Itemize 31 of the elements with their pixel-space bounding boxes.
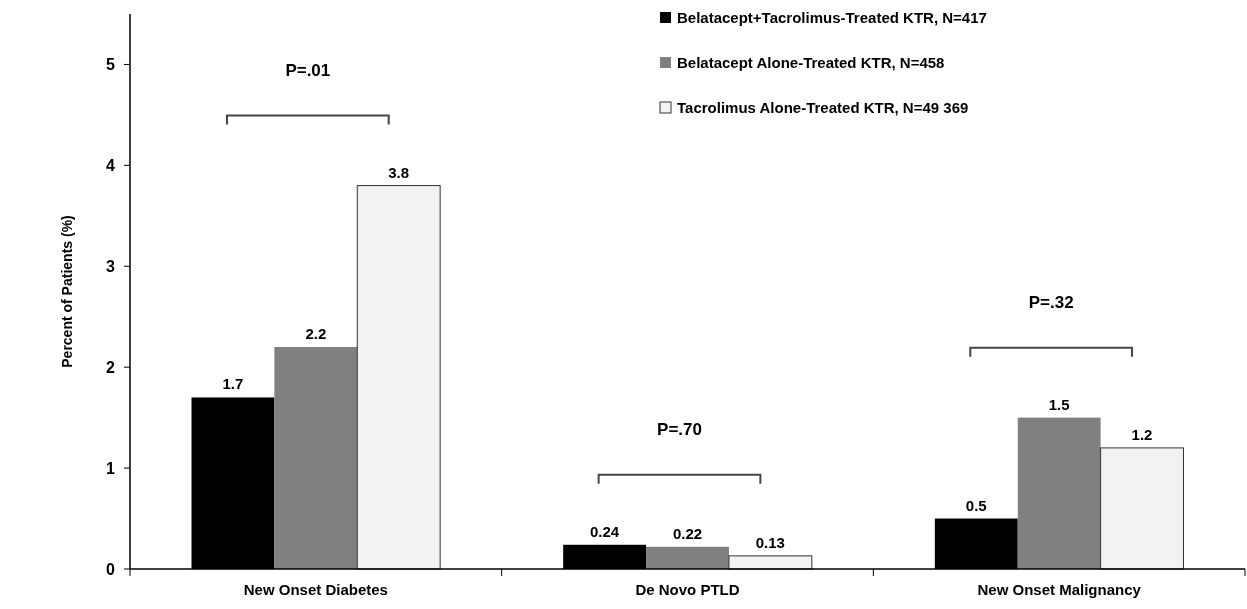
data-label: 0.13 [755,533,785,551]
data-label: 2.2 [305,325,327,342]
legend-label: Belatacept+Tacrolimus-Treated KTR, N=417 [677,9,987,27]
annotation: P=.70 [657,419,702,439]
bar [728,555,813,570]
y-tick-label: 1 [106,459,116,477]
bar [356,185,441,570]
bar [274,347,358,569]
y-tick-label: 3 [106,257,116,275]
annotation: P=.32 [1028,292,1074,312]
bar [1100,447,1184,570]
x-tick-label: New Onset Malignancy [977,581,1142,598]
data-label: 3.8 [388,163,410,181]
legend-label: Tacrolimus Alone-Treated KTR, N=49 369 [677,99,969,117]
data-label: 0.24 [590,522,620,540]
y-tick-label: 0 [106,560,116,578]
x-tick-label: De Novo PTLD [635,581,740,598]
y-axis-title: Percent of Patients (%) [59,215,75,368]
y-tick-label: 5 [106,56,116,74]
y-tick-label: 2 [106,358,116,376]
annotation: P=.01 [285,60,331,80]
data-label: 1.7 [222,375,244,393]
data-label: 0.22 [672,524,703,542]
bar [1017,417,1101,569]
data-label: 1.5 [1048,395,1070,413]
data-label: 1.2 [1131,425,1153,443]
x-tick-label: New Onset Diabetes [243,581,388,598]
bar [646,546,729,569]
y-tick-label: 4 [106,156,116,174]
legend-label: Belatacept Alone-Treated KTR, N=458 [677,54,945,72]
data-label: 0.5 [965,496,987,514]
